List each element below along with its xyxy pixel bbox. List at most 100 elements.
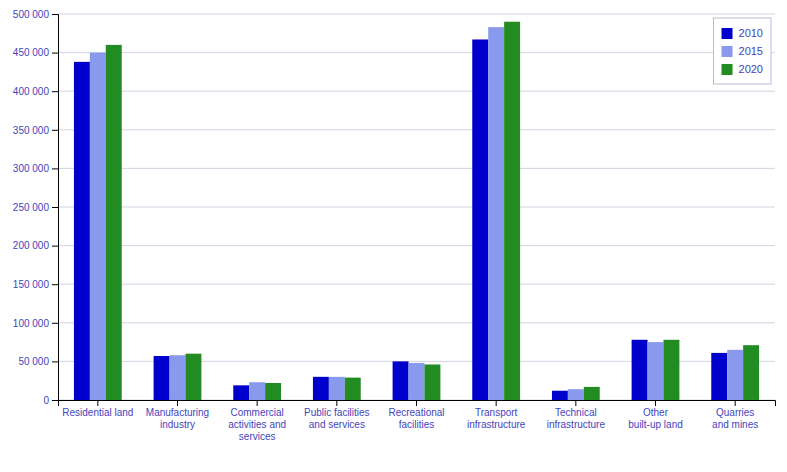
tick: Residential land (62, 400, 133, 418)
axis-line (52, 15, 59, 401)
tick-mark (52, 207, 58, 208)
tick: Technicalinfrastructure (547, 400, 606, 430)
bar (313, 377, 329, 400)
bar (632, 340, 648, 400)
legend-item: 2010 (722, 27, 763, 39)
tick-mark (336, 400, 337, 406)
bar (185, 354, 201, 400)
tick-label: Technicalinfrastructure (547, 407, 606, 430)
bar (329, 377, 345, 400)
tick: 450 000 (13, 47, 58, 58)
chart: 0 50 000 100 000 150 000 200 000 250 000 300 0… (0, 0, 787, 472)
tick-label: 100 000 (13, 318, 50, 329)
tick-label: 400 000 (13, 86, 50, 97)
tick-mark (416, 400, 417, 406)
grid-line (58, 129, 775, 130)
bar-series (90, 27, 743, 400)
tick-label: 150 000 (13, 279, 50, 290)
tick: 50 000 (18, 356, 58, 367)
tick: 500 000 (13, 9, 58, 20)
tick: 250 000 (13, 202, 58, 213)
tick-label: 350 000 (13, 125, 50, 136)
grid-line (58, 322, 775, 323)
tick: 350 000 (13, 125, 58, 136)
bar (249, 382, 265, 400)
bar (488, 27, 504, 400)
bar (74, 62, 90, 400)
legend-item: 2015 (722, 45, 763, 57)
tick: Commercialactivities andservices (228, 400, 286, 442)
tick-label: Quarriesand mines (712, 407, 758, 430)
tick-label: 300 000 (13, 163, 50, 174)
bar (727, 350, 743, 400)
tick: Recreationalfacilities (388, 400, 444, 430)
tick: 400 000 (13, 86, 58, 97)
tick-label: 0 (43, 395, 49, 406)
tick-label: Commercialactivities andservices (228, 407, 286, 442)
tick-mark (735, 400, 736, 406)
bar (568, 389, 584, 400)
tick-mark (52, 168, 58, 169)
bar (663, 340, 679, 400)
bars (74, 22, 759, 400)
tick-mark (52, 130, 58, 131)
legend-label: 2015 (739, 45, 763, 57)
grid-line (58, 14, 775, 15)
bar (472, 39, 488, 400)
tick-label: Manufacturingindustry (146, 407, 209, 430)
legend-swatch (722, 28, 733, 39)
legend-label: 2010 (739, 27, 763, 39)
tick-mark (575, 400, 576, 406)
tick-label: 200 000 (13, 240, 50, 251)
tick: 300 000 (13, 163, 58, 174)
bar (170, 355, 186, 400)
bar (393, 361, 409, 400)
legend-frame (714, 18, 771, 84)
tick-mark (655, 400, 656, 406)
y-axis: 0 50 000 100 000 150 000 200 000 250 000 300 0… (13, 9, 59, 406)
tick-mark (496, 400, 497, 406)
grid (58, 14, 775, 400)
legend-swatch (722, 64, 733, 75)
tick-mark (52, 323, 58, 324)
bar (345, 378, 361, 400)
tick: Quarriesand mines (712, 400, 758, 430)
tick-mark (52, 361, 58, 362)
tick: 100 000 (13, 318, 58, 329)
bar (711, 353, 727, 400)
bar-series (74, 39, 727, 400)
legend-item: 2020 (722, 63, 763, 75)
grid-line (58, 245, 775, 246)
axis-line (59, 401, 776, 407)
tick-label: Public facilitiesand services (304, 407, 370, 430)
tick-mark (52, 284, 58, 285)
bar (265, 383, 281, 400)
grid-line (58, 91, 775, 92)
grid-line (58, 52, 775, 53)
bar (504, 22, 520, 400)
tick: Public facilitiesand services (304, 400, 370, 430)
tick: 200 000 (13, 240, 58, 251)
bar (90, 53, 106, 400)
bar (233, 385, 249, 400)
tick-mark (52, 91, 58, 92)
tick-label: Recreationalfacilities (388, 407, 444, 430)
tick-label: Transportinfrastructure (467, 407, 526, 430)
tick: Otherbuilt-up land (628, 400, 682, 430)
legend-label: 2020 (739, 63, 763, 75)
tick-mark (52, 53, 58, 54)
tick-label: Otherbuilt-up land (628, 407, 682, 430)
bar (409, 363, 425, 400)
tick-mark (52, 14, 58, 15)
grid-line (58, 168, 775, 169)
bar-series (106, 22, 759, 400)
grid-line (58, 284, 775, 285)
tick-mark (97, 400, 98, 406)
bar (424, 364, 440, 400)
bar (743, 345, 759, 400)
tick-label: Residential land (62, 407, 133, 418)
grid-line (58, 207, 775, 208)
tick: 150 000 (13, 279, 58, 290)
x-axis: Residential land Manufacturingindustry Com… (59, 400, 776, 442)
bar (584, 387, 600, 400)
